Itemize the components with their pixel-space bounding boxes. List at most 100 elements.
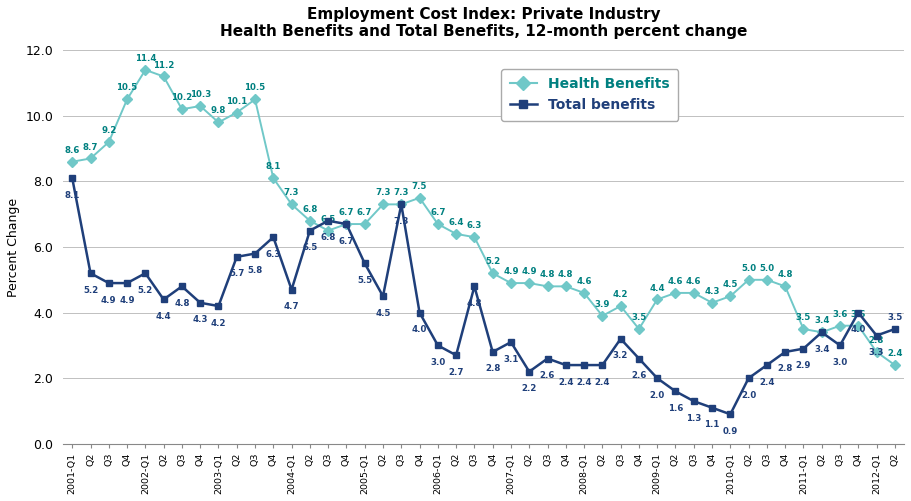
Health Benefits xyxy=(415,195,425,201)
Text: 2.8: 2.8 xyxy=(869,336,885,345)
Text: 2.4: 2.4 xyxy=(558,378,574,387)
Text: 4.6: 4.6 xyxy=(686,277,701,286)
Text: 2.9: 2.9 xyxy=(795,361,811,370)
Text: 2.4: 2.4 xyxy=(887,349,903,358)
Text: 2.4: 2.4 xyxy=(577,378,592,387)
Text: 2.0: 2.0 xyxy=(741,391,756,400)
Total benefits xyxy=(159,297,169,303)
Text: 5.2: 5.2 xyxy=(138,286,153,295)
Total benefits xyxy=(377,293,388,299)
Text: 10.5: 10.5 xyxy=(117,84,138,93)
Text: 3.1: 3.1 xyxy=(503,355,518,364)
Text: 4.3: 4.3 xyxy=(704,287,720,296)
Text: 6.7: 6.7 xyxy=(357,208,373,217)
Health Benefits xyxy=(762,277,773,283)
Total benefits xyxy=(195,300,206,306)
Health Benefits xyxy=(67,159,77,165)
Total benefits xyxy=(762,362,773,368)
Text: 6.4: 6.4 xyxy=(448,218,464,227)
Health Benefits xyxy=(213,119,224,125)
Text: 4.7: 4.7 xyxy=(284,302,300,311)
Text: 9.8: 9.8 xyxy=(210,106,226,115)
Health Benefits xyxy=(615,303,626,309)
Text: 10.5: 10.5 xyxy=(244,84,266,93)
Text: 7.3: 7.3 xyxy=(394,188,409,197)
Total benefits xyxy=(725,411,736,417)
Health Benefits xyxy=(853,323,864,329)
Total benefits xyxy=(231,254,242,260)
Text: 4.2: 4.2 xyxy=(210,319,226,328)
Text: 1.6: 1.6 xyxy=(668,404,683,413)
Text: 8.1: 8.1 xyxy=(65,191,80,199)
Text: 4.8: 4.8 xyxy=(174,299,189,308)
Text: 3.6: 3.6 xyxy=(851,310,866,319)
Text: 4.4: 4.4 xyxy=(650,284,665,293)
Text: 7.3: 7.3 xyxy=(284,188,300,197)
Text: 9.2: 9.2 xyxy=(101,126,117,135)
Text: 4.5: 4.5 xyxy=(722,280,738,289)
Health Benefits xyxy=(560,284,571,290)
Text: 3.4: 3.4 xyxy=(814,345,830,354)
Health Benefits xyxy=(250,96,261,102)
Text: 2.2: 2.2 xyxy=(522,384,537,393)
Health Benefits xyxy=(506,280,517,286)
Text: 5.7: 5.7 xyxy=(229,270,244,279)
Text: 5.5: 5.5 xyxy=(357,276,373,285)
Total benefits xyxy=(140,270,151,276)
Text: 7.3: 7.3 xyxy=(394,217,409,226)
Text: 4.4: 4.4 xyxy=(156,312,171,321)
Health Benefits xyxy=(140,67,151,73)
Health Benefits xyxy=(341,221,352,227)
Text: 6.7: 6.7 xyxy=(339,208,354,217)
Text: 3.5: 3.5 xyxy=(887,313,903,322)
Text: 6.3: 6.3 xyxy=(466,221,482,230)
Total benefits xyxy=(506,339,517,345)
Total benefits xyxy=(578,362,589,368)
Text: 8.7: 8.7 xyxy=(83,142,98,151)
Health Benefits xyxy=(195,103,206,109)
Total benefits xyxy=(816,329,827,335)
Health Benefits xyxy=(542,284,553,290)
Total benefits xyxy=(433,342,444,348)
Text: 4.9: 4.9 xyxy=(101,296,117,305)
Health Benefits xyxy=(103,139,114,145)
Total benefits xyxy=(322,218,333,224)
Line: Health Benefits: Health Benefits xyxy=(68,67,898,369)
Total benefits xyxy=(707,405,718,411)
Health Benefits xyxy=(231,110,242,116)
Text: 3.6: 3.6 xyxy=(833,310,848,319)
Total benefits xyxy=(834,342,845,348)
Total benefits xyxy=(615,336,626,342)
Health Benefits xyxy=(286,201,297,207)
Health Benefits xyxy=(121,96,132,102)
Legend: Health Benefits, Total benefits: Health Benefits, Total benefits xyxy=(501,69,679,121)
Text: 4.0: 4.0 xyxy=(412,325,427,334)
Health Benefits xyxy=(798,326,809,332)
Text: 4.9: 4.9 xyxy=(521,267,537,276)
Health Benefits xyxy=(469,234,480,240)
Health Benefits xyxy=(159,74,169,80)
Total benefits xyxy=(415,310,425,316)
Total benefits xyxy=(469,284,480,290)
Text: 4.9: 4.9 xyxy=(119,296,135,305)
Text: 6.7: 6.7 xyxy=(339,236,354,245)
Health Benefits xyxy=(834,323,845,329)
Text: 2.4: 2.4 xyxy=(595,378,610,387)
Total benefits xyxy=(743,375,754,381)
Text: 11.2: 11.2 xyxy=(153,61,174,70)
Total benefits xyxy=(670,388,681,394)
Total benefits xyxy=(103,280,114,286)
Health Benefits xyxy=(816,329,827,335)
Text: 6.5: 6.5 xyxy=(302,243,318,252)
Text: 11.4: 11.4 xyxy=(135,54,156,63)
Text: 6.8: 6.8 xyxy=(321,233,336,242)
Health Benefits xyxy=(651,297,662,303)
Health Benefits xyxy=(633,326,644,332)
Total benefits xyxy=(780,349,791,355)
Text: 3.5: 3.5 xyxy=(796,313,811,322)
Health Benefits xyxy=(177,106,188,112)
Total benefits xyxy=(67,175,77,181)
Text: 2.6: 2.6 xyxy=(631,371,647,380)
Text: 2.4: 2.4 xyxy=(759,378,774,387)
Text: 3.4: 3.4 xyxy=(814,316,830,325)
